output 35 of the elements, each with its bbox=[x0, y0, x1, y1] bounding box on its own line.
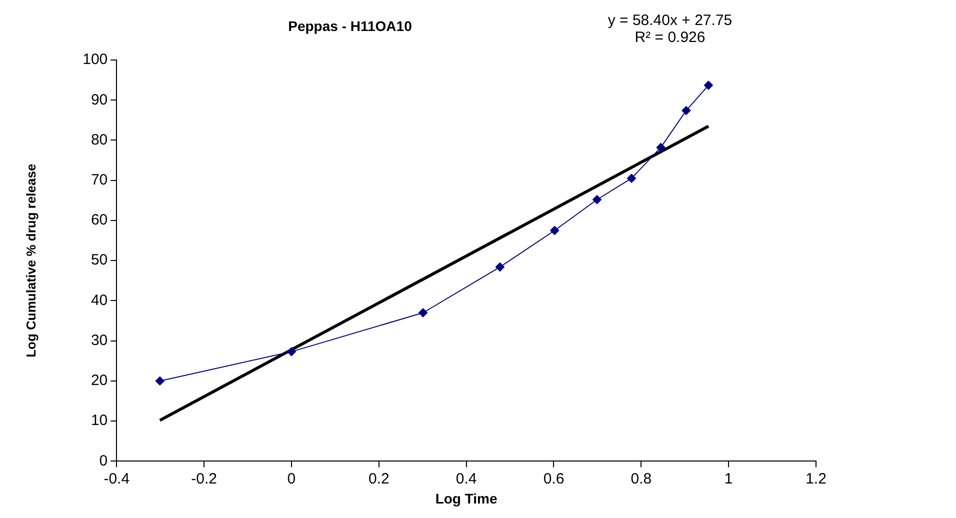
point bbox=[682, 106, 691, 116]
chart-title: Peppas - H11OA10 bbox=[287, 18, 413, 34]
point bbox=[656, 142, 666, 152]
y-tick-label: 70 bbox=[90, 172, 108, 188]
text: y = 58.40x + 27.75 bbox=[608, 12, 732, 29]
x-tick-label: -0.4 bbox=[104, 470, 130, 488]
point bbox=[495, 262, 504, 272]
x-tick-label: 0.2 bbox=[368, 470, 390, 488]
y-tick-label: 100 bbox=[82, 51, 108, 68]
text: R² = 0.926 bbox=[634, 29, 706, 46]
x-tick-label: 0.4 bbox=[456, 470, 477, 488]
y-tick-label: 80 bbox=[90, 131, 108, 148]
y-axis-title: Log Cumulative % drug release bbox=[23, 164, 38, 358]
x-tick-label: 1 bbox=[724, 470, 733, 488]
point bbox=[550, 226, 560, 236]
point bbox=[155, 376, 164, 386]
x-axis-title: Log Time bbox=[435, 490, 498, 506]
y-tick-label: 0 bbox=[99, 452, 108, 470]
x-tick-label: -0.2 bbox=[191, 470, 217, 488]
x-tick-label: 0 bbox=[287, 470, 296, 488]
point bbox=[627, 174, 636, 183]
y-tick-label: 60 bbox=[90, 212, 108, 229]
x-tick-label: 0.8 bbox=[630, 470, 652, 488]
point bbox=[704, 80, 713, 90]
y-tick-label: 20 bbox=[90, 372, 108, 390]
x-tick-label: 1.2 bbox=[806, 470, 826, 488]
x-tick-label: 0.6 bbox=[543, 470, 564, 488]
y-tick-label: 30 bbox=[90, 332, 108, 349]
point bbox=[286, 347, 296, 356]
y-tick-label: 50 bbox=[90, 252, 108, 269]
point bbox=[418, 308, 428, 318]
y-tick-label: 40 bbox=[90, 292, 108, 309]
y-tick-label: 90 bbox=[90, 91, 108, 108]
point bbox=[592, 195, 602, 204]
y-tick-label: 10 bbox=[90, 412, 108, 430]
